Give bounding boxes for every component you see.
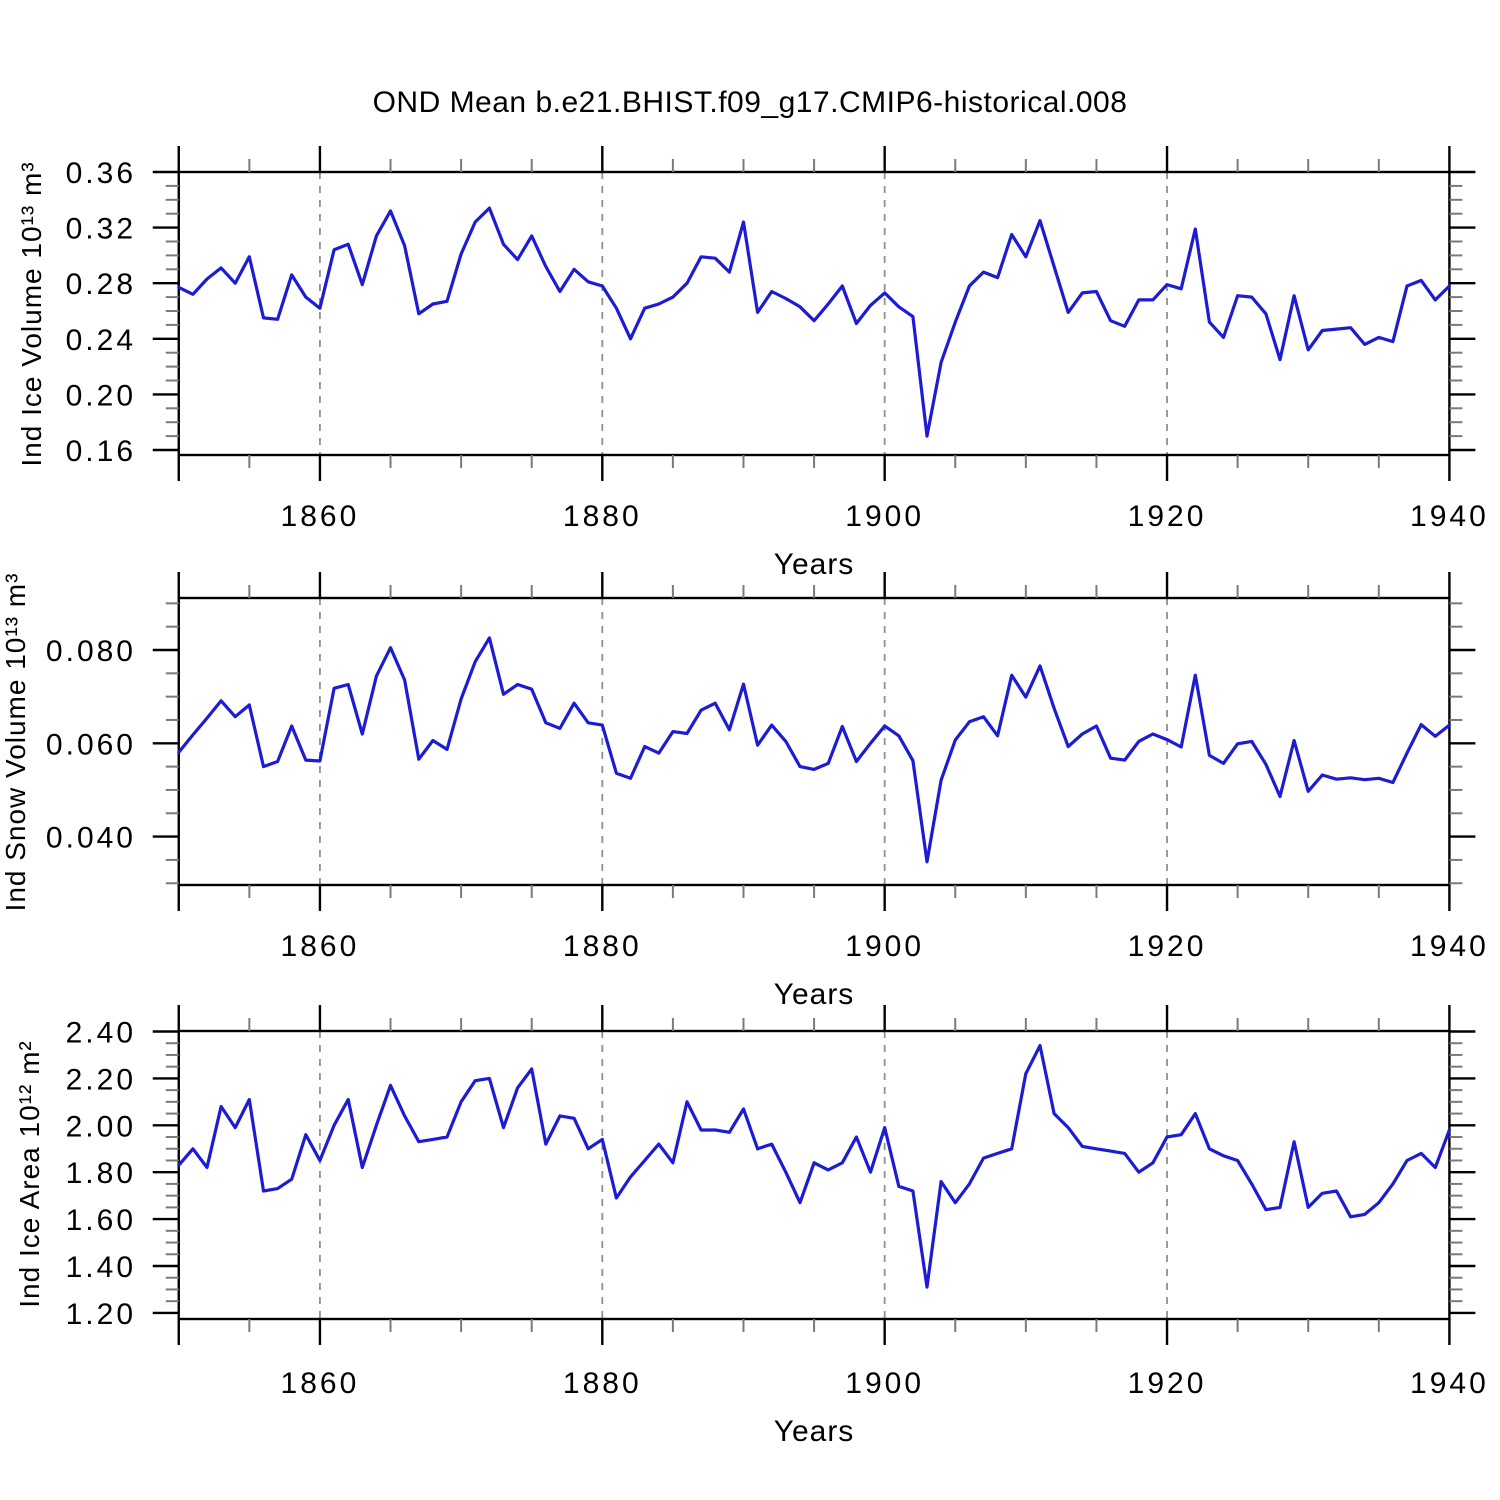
y-axis-title-ice-volume: Ind Ice Volume 10¹³ m³ bbox=[16, 161, 47, 467]
chart-panel-ice-area: 2.40 2.20 2.00 1.80 1.60 1.40 1.20 1860 1880 1900… bbox=[66, 1005, 1489, 1400]
x-tick-label: 1920 bbox=[1128, 930, 1207, 963]
chart-panel-ice-volume: 0.36 0.32 0.28 0.24 0.20 0.16 1860 1880 1900 1920… bbox=[66, 146, 1489, 533]
series-line-snow-volume bbox=[177, 636, 1452, 864]
x-tick-label: 1880 bbox=[563, 500, 642, 533]
x-tick-label: 1920 bbox=[1128, 500, 1207, 533]
y-tick-label: 0.20 bbox=[66, 379, 136, 412]
y-tick-label: 0.28 bbox=[66, 268, 136, 301]
x-tick-label: 1940 bbox=[1410, 930, 1489, 963]
x-tick-label: 1860 bbox=[281, 930, 360, 963]
y-tick-label: 1.40 bbox=[66, 1251, 136, 1284]
y-tick-label: 0.24 bbox=[66, 324, 136, 357]
y-axis-title-ice-area: Ind Ice Area 10¹² m² bbox=[14, 1040, 45, 1308]
y-tick-label: 0.32 bbox=[66, 213, 136, 246]
series-line-ice-volume bbox=[177, 206, 1452, 438]
y-tick-label: 0.16 bbox=[66, 435, 136, 468]
x-axis-title-years-panel1: Years bbox=[773, 548, 855, 581]
x-tick-label: 1860 bbox=[281, 1367, 360, 1400]
y-tick-label: 2.40 bbox=[66, 1017, 136, 1050]
x-tick-label: 1900 bbox=[845, 930, 924, 963]
chart-panel-snow-volume: 0.080 0.060 0.040 1860 1880 1900 1920 1940 bbox=[46, 572, 1489, 963]
x-tick-label: 1860 bbox=[281, 500, 360, 533]
plot-frame bbox=[177, 596, 1451, 887]
plot-frame bbox=[177, 1029, 1451, 1321]
y-tick-label: 1.20 bbox=[66, 1298, 136, 1331]
y-tick-label: 0.060 bbox=[46, 728, 136, 761]
x-tick-label: 1880 bbox=[563, 930, 642, 963]
y-tick-label: 2.20 bbox=[66, 1063, 136, 1096]
x-tick-label: 1940 bbox=[1410, 500, 1489, 533]
chart-title: OND Mean b.e21.BHIST.f09_g17.CMIP6-histo… bbox=[372, 86, 1128, 119]
x-axis-title-years-panel2: Years bbox=[773, 978, 855, 1011]
x-tick-label: 1900 bbox=[845, 1367, 924, 1400]
series-line-ice-area bbox=[177, 1043, 1452, 1289]
x-tick-label: 1900 bbox=[845, 500, 924, 533]
x-axis-title-years-panel3: Years bbox=[773, 1415, 855, 1448]
x-tick-label: 1920 bbox=[1128, 1367, 1207, 1400]
plot-frame bbox=[177, 170, 1451, 457]
y-tick-label: 0.36 bbox=[66, 157, 136, 190]
x-tick-label: 1880 bbox=[563, 1367, 642, 1400]
y-tick-label: 2.00 bbox=[66, 1110, 136, 1143]
y-tick-label: 1.80 bbox=[66, 1157, 136, 1190]
x-tick-label: 1940 bbox=[1410, 1367, 1489, 1400]
y-axis-title-snow-volume: Ind Snow Volume 10¹³ m³ bbox=[0, 572, 31, 912]
y-tick-label: 1.60 bbox=[66, 1204, 136, 1237]
y-tick-label: 0.080 bbox=[46, 635, 136, 668]
y-tick-label: 0.040 bbox=[46, 822, 136, 855]
